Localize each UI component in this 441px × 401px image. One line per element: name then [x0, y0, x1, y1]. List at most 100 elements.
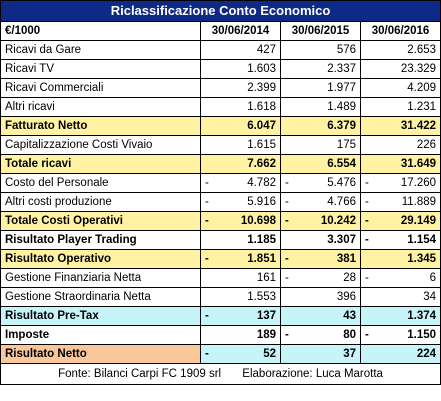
value-text: 52 [263, 348, 276, 360]
footer-author: Elaborazione: Luca Marotta [242, 368, 383, 380]
negative-sign: - [365, 329, 369, 341]
value-text: 137 [256, 310, 276, 322]
value-text: 43 [343, 310, 356, 322]
table-row: Risultato Operativo -1.851-381 1.345 [0, 249, 441, 269]
row-value: 31.422 [359, 116, 441, 136]
value-text: 10.698 [240, 215, 276, 227]
value-text: 1.851 [247, 253, 276, 265]
table-header-row: €/1000 30/06/2014 30/06/2015 30/06/2016 [0, 21, 441, 41]
value-text: 6.047 [247, 120, 276, 132]
value-text: 37 [343, 348, 356, 360]
row-label: Altri ricavi [0, 97, 201, 117]
value-text: 175 [336, 139, 356, 151]
row-value: 1.615 [200, 135, 281, 155]
negative-sign: - [205, 310, 209, 322]
row-label: Risultato Operativo [0, 249, 201, 269]
value-text: 10.242 [320, 215, 356, 227]
value-text: 4.209 [407, 82, 437, 94]
negative-sign: - [205, 177, 209, 189]
table-row: Totale ricavi 7.662 6.554 31.649 [0, 154, 441, 174]
row-value: - 5.476 [280, 173, 361, 193]
negative-sign: - [285, 196, 289, 208]
row-value: 37 [280, 344, 361, 364]
negative-sign: - [365, 177, 369, 189]
negative-sign: - [285, 215, 289, 227]
row-value: 224 [359, 344, 441, 364]
value-text: 1.374 [407, 310, 437, 322]
value-text: 2.399 [247, 82, 276, 94]
value-text: 11.889 [401, 196, 437, 208]
value-text: 1.154 [407, 234, 437, 246]
value-text: 1.231 [407, 101, 437, 113]
value-text: 4.782 [247, 177, 276, 189]
row-value: 6.379 [280, 116, 361, 136]
footer-source: Fonte: Bilanci Carpi FC 1909 srl [58, 368, 222, 380]
table-row: Risultato Pre-Tax - 137 43 1.374 [0, 306, 441, 326]
value-text: 3.307 [327, 234, 356, 246]
row-value: 23.329 [359, 59, 441, 79]
row-value: 1.977 [280, 78, 361, 98]
row-value: - 11.889 [359, 192, 441, 212]
table-row: Capitalizzazione Costi Vivaio 1.615 175 226 [0, 135, 441, 155]
value-text: 1.615 [247, 139, 276, 151]
row-value: 4.209 [359, 78, 441, 98]
row-value: - 80 [280, 325, 361, 345]
row-label: Ricavi TV [0, 59, 201, 79]
row-value: 1.553 [200, 287, 281, 307]
table-row: Costo del Personale -4.782-5.476-17.260 [0, 173, 441, 193]
row-value: - 28 [280, 268, 361, 288]
table-row: Totale Costi Operativi -10.698-10.242-29.… [0, 211, 441, 231]
table-row: Altri ricavi 1.618 1.489 1.231 [0, 97, 441, 117]
year-header-2016: 30/06/2016 [359, 21, 441, 41]
row-label: Gestione Finanziaria Netta [0, 268, 201, 288]
row-value: 2.337 [280, 59, 361, 79]
row-value: 189 [200, 325, 281, 345]
row-value: - 5.916 [200, 192, 281, 212]
value-text: 2.337 [327, 63, 356, 75]
negative-sign: - [365, 234, 369, 246]
row-label: Costo del Personale [0, 173, 201, 193]
value-text: 189 [256, 329, 276, 341]
table-footer: Fonte: Bilanci Carpi FC 1909 srl Elabora… [0, 363, 441, 385]
year-header-2014: 30/06/2014 [200, 21, 281, 41]
value-text: 80 [343, 329, 356, 341]
value-text: 5.916 [247, 196, 276, 208]
row-label: Gestione Straordinaria Netta [0, 287, 201, 307]
value-text: 29.149 [400, 215, 437, 227]
row-label: Fatturato Netto [0, 116, 201, 136]
value-text: 1.185 [247, 234, 276, 246]
value-text: 23.329 [400, 63, 437, 75]
year-header-2015: 30/06/2015 [280, 21, 361, 41]
table-title: Riclassificazione Conto Economico [0, 0, 441, 22]
unit-header: €/1000 [0, 21, 201, 41]
negative-sign: - [285, 329, 289, 341]
row-value: - 10.242 [280, 211, 361, 231]
table-row: Risultato Player Trading 1.185 3.307- 1.154 [0, 230, 441, 250]
row-value: 396 [280, 287, 361, 307]
row-value: 3.307 [280, 230, 361, 250]
value-text: 6.554 [327, 158, 356, 170]
value-text: 31.422 [400, 120, 437, 132]
value-text: 5.476 [327, 177, 356, 189]
value-text: 6.379 [327, 120, 356, 132]
value-text: 161 [256, 272, 276, 284]
value-text: 2.653 [407, 44, 437, 56]
row-label: Ricavi Commerciali [0, 78, 201, 98]
negative-sign: - [205, 215, 209, 227]
row-value: - 4.766 [280, 192, 361, 212]
value-text: 1.977 [327, 82, 356, 94]
value-text: 396 [336, 291, 356, 303]
row-label: Risultato Pre-Tax [0, 306, 201, 326]
value-text: 1.345 [407, 253, 437, 265]
negative-sign: - [285, 253, 289, 265]
negative-sign: - [205, 196, 209, 208]
row-value: - 29.149 [359, 211, 441, 231]
value-text: 28 [343, 272, 356, 284]
value-text: 31.649 [400, 158, 437, 170]
row-value: - 4.782 [200, 173, 281, 193]
table-row: Gestione Straordinaria Netta 1.553 396 34 [0, 287, 441, 307]
row-value: - 1.851 [200, 249, 281, 269]
value-text: 427 [256, 44, 276, 56]
row-value: 576 [280, 40, 361, 60]
row-value: 31.649 [359, 154, 441, 174]
